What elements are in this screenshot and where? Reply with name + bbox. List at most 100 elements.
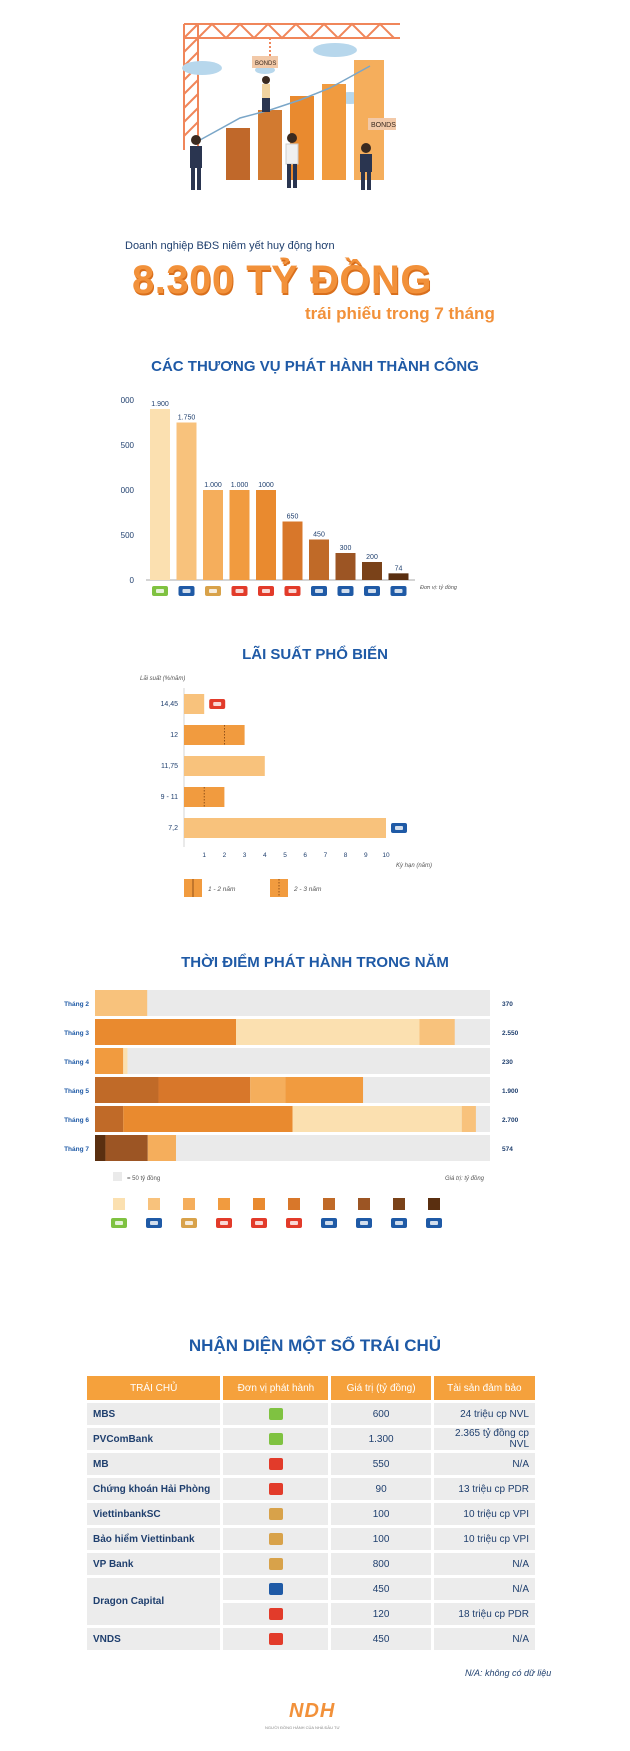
- issuer-logo-icon: [426, 1218, 442, 1228]
- chart2-title: LÃI SUẤT PHỔ BIẾN: [242, 646, 388, 663]
- issuance-segment: [123, 1048, 128, 1074]
- value-cell: 90: [331, 1478, 431, 1500]
- holder-name: MB: [87, 1453, 221, 1475]
- row-label: 12: [170, 732, 178, 739]
- unit-note: = 50 tỷ đồng: [127, 1175, 160, 1182]
- value-note: Giá trị: tỷ đồng: [445, 1175, 485, 1182]
- issuer-logo-icon: [311, 586, 327, 596]
- bonds-label: BONDS: [371, 122, 396, 129]
- issuer-logo-icon: [268, 1483, 283, 1495]
- holder-name: ViettinbankSC: [87, 1503, 221, 1525]
- issuance-segment: [158, 1077, 251, 1103]
- y-tick-label: 1.000: [120, 486, 135, 495]
- x-tick-label: 6: [303, 852, 307, 859]
- y-tick-label: 1.500: [120, 441, 135, 450]
- bar: [335, 553, 356, 580]
- bar-value-label: 1.000: [231, 482, 249, 489]
- issuer-logo-icon: [284, 586, 301, 596]
- bar-value-label: 450: [313, 532, 325, 539]
- issuance-segment: [419, 1019, 455, 1045]
- issuer-logo-icon: [391, 823, 407, 833]
- legend-swatch: [253, 1198, 265, 1210]
- month-label: Tháng 6: [64, 1117, 89, 1124]
- ndh-logo: NDH: [289, 1700, 336, 1722]
- month-total: 2.700: [502, 1117, 519, 1124]
- legend-swatch: [183, 1198, 195, 1210]
- issuance-segment: [285, 1077, 364, 1103]
- x-tick-label: 8: [344, 852, 348, 859]
- issuance-segment: [95, 990, 148, 1016]
- rate-bar: [184, 756, 265, 776]
- table-row: MBS 600 24 triệu cp NVL: [87, 1403, 535, 1425]
- x-tick-label: 2: [223, 852, 227, 859]
- x-axis-label: Kỳ hạn (năm): [396, 863, 432, 869]
- bar: [388, 573, 409, 580]
- issuer-logo-icon: [268, 1608, 283, 1620]
- issuer-cell: [223, 1428, 329, 1450]
- x-tick-label: 3: [243, 852, 247, 859]
- issuer-logo-icon: [209, 699, 226, 709]
- legend-swatch: [393, 1198, 405, 1210]
- x-tick-label: 10: [382, 852, 390, 859]
- issuer-logo-icon: [205, 586, 221, 596]
- issuer-logo-icon: [268, 1558, 283, 1570]
- issuer-logo-icon: [268, 1508, 283, 1520]
- x-tick-label: 5: [283, 852, 287, 859]
- bar-value-label: 200: [366, 554, 378, 561]
- y-tick-label: 2.000: [120, 396, 135, 405]
- month-label: Tháng 4: [64, 1059, 89, 1066]
- month-label: Tháng 2: [64, 1001, 89, 1008]
- issuer-logo-icon: [268, 1408, 283, 1420]
- asset-cell: N/A: [433, 1453, 535, 1475]
- issuance-segment: [95, 1106, 124, 1132]
- issuance-segment: [147, 1135, 176, 1161]
- table-row: Bảo hiểm Viettinbank 100 10 triệu cp VPI: [87, 1528, 535, 1550]
- holder-name: VP Bank: [87, 1553, 221, 1575]
- table-row: PVComBank 1.300 2.365 tỷ đồng cp NVL: [87, 1428, 535, 1450]
- value-cell: 450: [331, 1578, 431, 1600]
- issuer-logo-icon: [356, 1218, 372, 1228]
- bar: [150, 409, 170, 580]
- value-cell: 120: [331, 1603, 431, 1625]
- issuer-cell: [223, 1453, 329, 1475]
- holder-name: PVComBank: [87, 1428, 221, 1450]
- bar-value-label: 1000: [258, 482, 274, 489]
- issuance-timing-chart: Tháng 2 370 Tháng 3 2.550 Tháng 4 230 Tháng 5 1…: [64, 990, 519, 1228]
- issuer-cell: [223, 1403, 329, 1425]
- holder-name: Dragon Capital: [87, 1578, 221, 1625]
- unit-swatch: [113, 1172, 122, 1181]
- chart3-title: THỜI ĐIỂM PHÁT HÀNH TRONG NĂM: [181, 954, 449, 971]
- issuer-cell: [223, 1628, 329, 1650]
- bar-value-label: 74: [395, 565, 403, 572]
- table-row: ViettinbankSC 100 10 triệu cp VPI: [87, 1503, 535, 1525]
- value-cell: 450: [331, 1628, 431, 1650]
- bonds-label: BONDS: [255, 61, 276, 67]
- asset-cell: 18 triệu cp PDR: [433, 1603, 535, 1625]
- month-total: 230: [502, 1059, 513, 1066]
- issuer-logo-icon: [268, 1533, 283, 1545]
- asset-cell: 24 triệu cp NVL: [433, 1403, 535, 1425]
- hero-subtitle: Doanh nghiệp BĐS niêm yết huy động hơn: [125, 240, 335, 252]
- row-label: 9 - 11: [161, 794, 178, 801]
- issuer-logo-icon: [231, 586, 248, 596]
- y-axis-label: Lãi suất (%/năm): [140, 675, 185, 682]
- rate-bar: [184, 725, 245, 745]
- asset-cell: 10 triệu cp VPI: [433, 1503, 535, 1525]
- issuance-segment: [292, 1106, 462, 1132]
- table-row: Chứng khoán Hải Phòng 90 13 triệu cp PDR: [87, 1478, 535, 1500]
- table-note: N/A: không có dữ liệu: [465, 1668, 552, 1678]
- rate-bar: [184, 694, 205, 714]
- y-tick-label: 0: [130, 576, 135, 585]
- issuance-segment: [250, 1077, 286, 1103]
- bar-value-label: 300: [340, 545, 352, 552]
- ndh-caption: NGƯỜI ĐỒNG HÀNH CỦA NHÀ ĐẦU TƯ: [265, 1725, 340, 1730]
- bar-chart-deals: 0 500 1.000 1.500 2.000 1.900 1.750 1.000 1.000 1…: [120, 396, 458, 596]
- issuance-segment: [95, 1048, 124, 1074]
- value-cell: 100: [331, 1503, 431, 1525]
- month-label: Tháng 5: [64, 1088, 89, 1095]
- legend-swatch: [358, 1198, 370, 1210]
- month-label: Tháng 3: [64, 1030, 89, 1037]
- issuer-logo-icon: [337, 586, 354, 596]
- bar: [282, 521, 303, 580]
